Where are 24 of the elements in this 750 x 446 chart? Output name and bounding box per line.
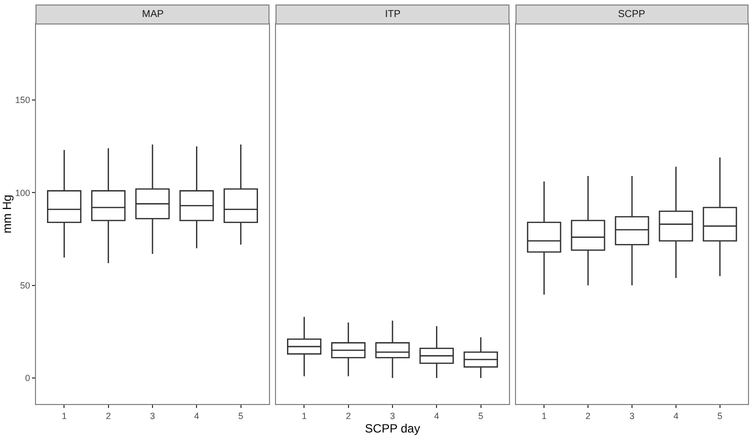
x-axis-title: SCPP day	[364, 422, 420, 436]
y-tick-label: 150	[15, 95, 30, 106]
y-tick-label: 0	[25, 373, 30, 384]
y-tick-label: 50	[20, 280, 30, 291]
y-axis-title: mm Hg	[0, 194, 14, 234]
x-tick-label: 1	[62, 410, 67, 421]
x-tick-label: 2	[586, 410, 591, 421]
x-tick-label: 5	[238, 410, 244, 421]
chart-title: SCPP	[618, 9, 646, 20]
x-tick-label: 4	[194, 410, 200, 421]
x-tick-label: 2	[346, 410, 351, 421]
x-tick-label: 4	[434, 410, 440, 421]
x-tick-label: 2	[106, 410, 111, 421]
x-tick-label: 5	[717, 410, 722, 421]
chart-title: MAP	[142, 9, 164, 20]
chart-title: ITP	[385, 9, 401, 20]
x-tick-label: 1	[542, 410, 547, 421]
x-tick-label: 3	[390, 410, 396, 421]
x-tick-label: 1	[302, 410, 307, 421]
x-tick-label: 5	[478, 410, 484, 421]
y-tick-label: 100	[15, 188, 30, 198]
x-tick-label: 4	[673, 410, 678, 421]
x-tick-label: 3	[629, 410, 635, 421]
x-tick-label: 3	[150, 410, 156, 421]
